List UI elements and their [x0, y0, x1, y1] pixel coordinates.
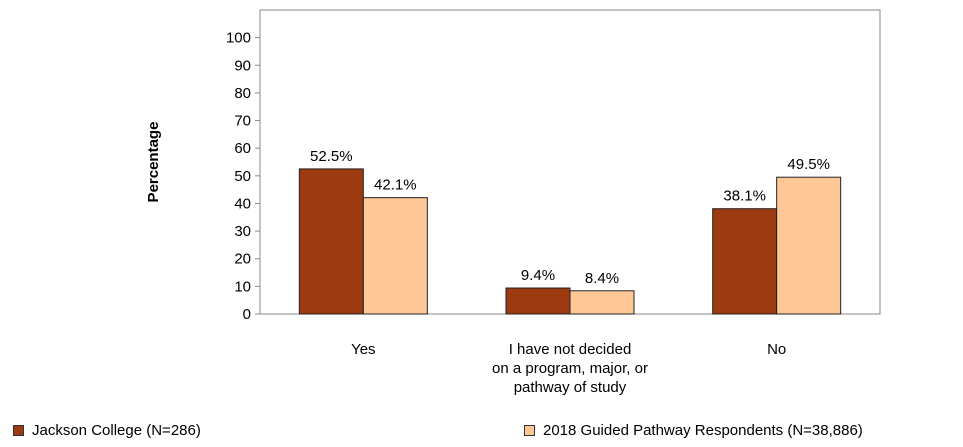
y-tick-label: 40 — [234, 195, 251, 212]
y-tick-label: 0 — [243, 306, 251, 323]
category-label: pathway of study — [514, 379, 627, 396]
category-label: on a program, major, or — [492, 360, 648, 377]
data-label: 42.1% — [374, 177, 417, 194]
bar-jackson — [712, 208, 778, 315]
bars — [298, 168, 842, 315]
data-label: 49.5% — [787, 156, 830, 173]
data-label: 38.1% — [723, 188, 766, 205]
bar-chart: 0 10 20 30 40 50 60 70 80 90 100 52.5% 42.1% 9.4% 8.4… — [145, 9, 881, 396]
y-tick-label: 10 — [234, 278, 251, 295]
bar-jackson — [505, 287, 571, 315]
y-tick-label: 20 — [234, 251, 251, 268]
y-tick-label: 80 — [234, 85, 251, 102]
legend-item-guided-pathway: 2018 Guided Pathway Respondents (N=38,88… — [524, 422, 863, 439]
y-tick-label: 60 — [234, 140, 251, 157]
category-label: I have not decided — [509, 341, 632, 358]
legend-swatch-jackson — [13, 425, 24, 436]
bar-guided-pathway — [776, 176, 842, 315]
y-axis: 0 10 20 30 40 50 60 70 80 90 100 — [226, 30, 260, 323]
y-axis-label: Percentage — [145, 122, 162, 203]
legend-swatch-guided-pathway — [524, 425, 535, 436]
y-tick-label: 90 — [234, 57, 251, 74]
y-tick-label: 50 — [234, 168, 251, 185]
legend-label-guided-pathway: 2018 Guided Pathway Respondents (N=38,88… — [543, 422, 863, 439]
data-labels: 52.5% 42.1% 9.4% 8.4% 38.1% 49.5% — [310, 148, 830, 287]
bar-guided-pathway — [362, 197, 428, 315]
category-label: No — [767, 341, 786, 358]
legend-item-jackson: Jackson College (N=286) — [13, 422, 201, 439]
y-tick-label: 100 — [226, 30, 251, 47]
bar-guided-pathway — [569, 290, 635, 315]
category-labels: Yes I have not decided on a program, major… — [351, 341, 786, 396]
data-label: 52.5% — [310, 148, 353, 165]
y-tick-label: 30 — [234, 223, 251, 240]
data-label: 9.4% — [521, 267, 555, 284]
y-tick-label: 70 — [234, 113, 251, 130]
category-label: Yes — [351, 341, 375, 358]
data-label: 8.4% — [585, 270, 619, 287]
legend-label-jackson: Jackson College (N=286) — [32, 422, 201, 439]
bar-jackson — [298, 168, 364, 315]
